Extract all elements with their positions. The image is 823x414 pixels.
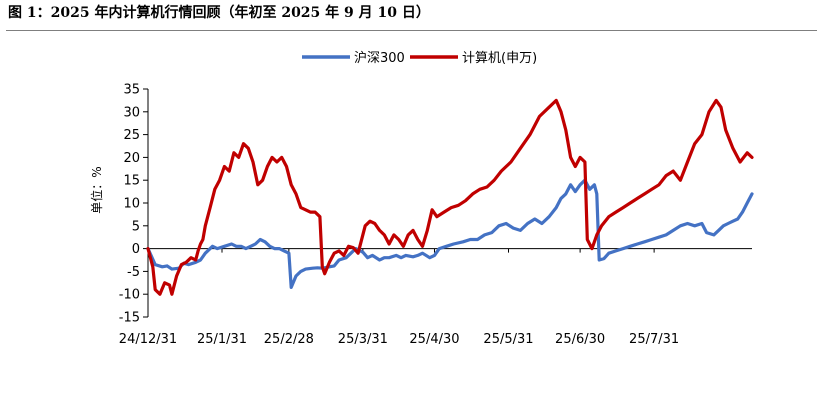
legend-label: 计算机(申万)	[462, 51, 537, 66]
x-tick-label: 24/12/31	[119, 332, 177, 347]
series-layer	[146, 98, 754, 296]
y-tick-label: -5	[127, 265, 140, 280]
legend-label: 沪深300	[354, 50, 405, 66]
x-tick-label: 25/2/28	[264, 332, 314, 347]
y-tick-label: -15	[119, 311, 140, 326]
x-tick-label: 25/4/30	[409, 332, 459, 347]
x-tick-label: 25/1/31	[197, 332, 247, 347]
title-divider	[6, 30, 817, 31]
x-tick-label: 25/6/30	[555, 332, 605, 347]
y-tick-label: 25	[123, 128, 140, 143]
y-tick-label: -10	[119, 288, 140, 303]
y-axis: -15 -10 -5 0 5 10 15 20 25 30 35	[119, 83, 149, 326]
y-tick-label: 5	[132, 219, 140, 234]
series-line-hs300	[146, 178, 754, 289]
x-tick-label: 25/5/31	[483, 332, 533, 347]
chart-legend: 沪深300 计算机(申万)	[302, 50, 537, 66]
y-axis-label: 单位：%	[89, 166, 104, 213]
y-tick-label: 30	[123, 105, 140, 120]
y-tick-label: 35	[123, 83, 140, 98]
y-tick-label: 15	[123, 174, 140, 189]
y-tick-label: 10	[123, 197, 140, 212]
x-axis: 24/12/31 25/1/31 25/2/28 25/3/31 25/4/30 25/5…	[119, 248, 752, 347]
y-tick-label: 20	[123, 151, 140, 166]
y-tick-label: 0	[132, 242, 140, 257]
x-tick-label: 25/7/31	[629, 332, 679, 347]
x-tick-label: 25/3/31	[338, 332, 388, 347]
figure-title: 图 1：2025 年内计算机行情回顾（年初至 2025 年 9 月 10 日）	[8, 5, 430, 21]
series-line-computer	[146, 98, 754, 296]
